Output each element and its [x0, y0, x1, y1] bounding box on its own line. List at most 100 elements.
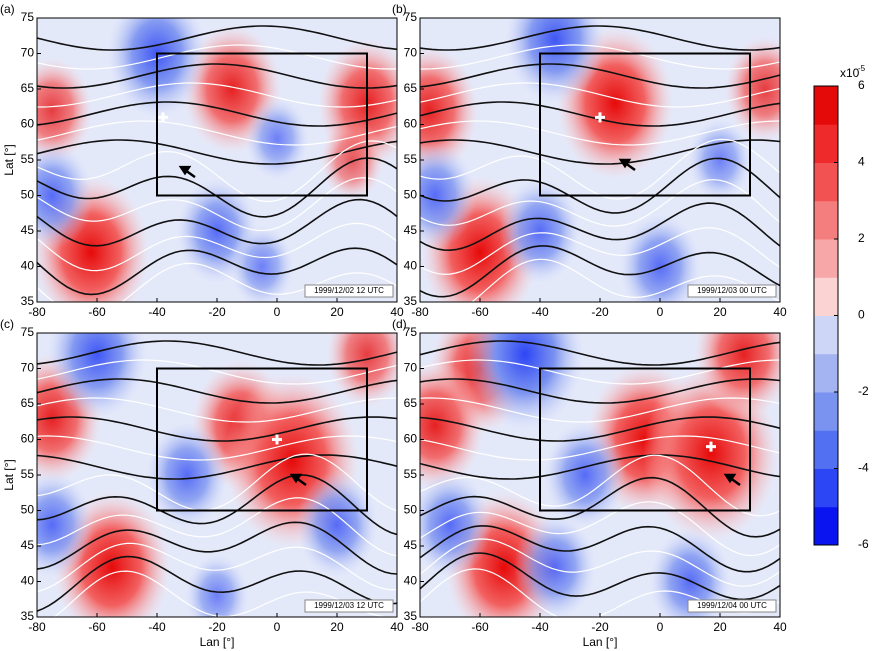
x-tick-label: 20 — [330, 305, 344, 319]
anomaly — [146, 421, 228, 529]
y-tick-label: 65 — [21, 396, 35, 410]
map-panel — [37, 333, 397, 617]
x-tick-label: 40 — [390, 620, 404, 634]
anomaly — [37, 142, 93, 249]
y-tick-label: 35 — [21, 609, 35, 623]
contour-black — [37, 474, 397, 536]
panel-label: (c) — [0, 317, 14, 331]
contour-white — [420, 454, 780, 517]
contour-black — [37, 416, 397, 442]
colorbar-band — [814, 162, 838, 202]
y-tick-label: 45 — [404, 223, 418, 237]
contour-black — [420, 202, 780, 252]
y-tick-label: 50 — [21, 188, 35, 202]
y-tick-label: 45 — [404, 538, 418, 552]
x-tick-label: -40 — [148, 305, 166, 319]
contour-white — [37, 140, 397, 202]
y-tick-label: 60 — [404, 117, 418, 131]
colorbar-tick-label: 6 — [858, 78, 865, 92]
contour-black — [420, 416, 780, 442]
y-tick-label: 40 — [21, 259, 35, 273]
time-box — [304, 599, 394, 613]
x-tick-label: -20 — [591, 305, 609, 319]
x-tick-label: -40 — [531, 305, 549, 319]
colorbar-tick-label: -6 — [858, 537, 869, 551]
y-tick-label: 35 — [404, 609, 418, 623]
cyclone-marker — [706, 441, 716, 452]
y-tick-label: 70 — [21, 46, 35, 60]
colorbar-tick-label: -2 — [858, 384, 869, 398]
contour-black — [420, 454, 780, 480]
x-tick-label: -80 — [411, 305, 429, 319]
contour-white — [420, 44, 780, 70]
x-tick-label: 0 — [274, 620, 281, 634]
x-tick-label: 20 — [713, 305, 727, 319]
x-tick-label: 0 — [657, 620, 664, 634]
arrow — [618, 158, 636, 172]
y-tick-label: 40 — [404, 259, 418, 273]
contour-black — [420, 245, 780, 298]
contour-black — [37, 25, 397, 51]
x-tick-label: -60 — [471, 305, 489, 319]
x-tick-label: 40 — [390, 305, 404, 319]
contour-black — [420, 63, 780, 89]
y-tick-label: 60 — [21, 432, 35, 446]
contour-white — [470, 258, 780, 302]
y-tick-label: 50 — [404, 503, 418, 517]
time-box — [687, 284, 777, 298]
colorbar-band — [814, 315, 838, 355]
anomaly — [466, 333, 584, 431]
colorbar-band — [814, 430, 838, 469]
colorbar-band — [814, 124, 838, 163]
region-box — [539, 367, 751, 512]
x-tick-label: -40 — [148, 620, 166, 634]
contour-black — [37, 139, 397, 165]
y-tick-label: 50 — [404, 188, 418, 202]
anomaly — [245, 97, 309, 181]
region-box — [156, 52, 368, 197]
colorbar-tick-label: 0 — [858, 308, 865, 322]
x-tick-label: -80 — [28, 305, 46, 319]
y-tick-label: 75 — [404, 10, 418, 24]
contour-black — [420, 139, 780, 165]
colorbar-band — [814, 468, 838, 508]
contour-white — [37, 262, 397, 302]
anomaly — [649, 528, 731, 617]
arrow — [178, 165, 196, 179]
colorbar-band — [814, 239, 838, 278]
contour-black — [37, 340, 397, 366]
y-tick-label: 50 — [21, 503, 35, 517]
x-tick-label: 40 — [773, 620, 787, 634]
y-tick-label: 55 — [404, 152, 418, 166]
contour-white — [420, 82, 780, 108]
map-panel — [420, 18, 780, 302]
colorbar-multiplier: x10 — [840, 66, 860, 80]
contour-black — [420, 378, 780, 404]
contour-black — [420, 552, 780, 601]
panel-label: (b) — [392, 2, 407, 16]
colorbar-tick-label: 2 — [858, 231, 865, 245]
contour-white — [420, 179, 780, 227]
x-tick-label: 40 — [773, 305, 787, 319]
contour-black — [37, 63, 397, 89]
x-tick-label: 20 — [330, 620, 344, 634]
y-tick-label: 70 — [404, 46, 418, 60]
contour-black — [37, 378, 397, 404]
anomaly — [326, 333, 397, 408]
colorbar-band — [814, 277, 838, 316]
contour-white — [420, 397, 780, 423]
contour-white — [37, 435, 397, 461]
contour-white — [37, 359, 397, 385]
contour-white — [420, 538, 780, 587]
contour-black — [420, 157, 780, 214]
y-tick-label: 60 — [404, 432, 418, 446]
x-tick-label: 0 — [274, 305, 281, 319]
y-tick-label: 70 — [21, 361, 35, 375]
contour-white — [37, 177, 397, 232]
y-tick-label: 75 — [404, 325, 418, 339]
y-tick-label: 55 — [404, 467, 418, 481]
contour-black — [37, 101, 397, 127]
y-tick-label: 35 — [21, 294, 35, 308]
x-tick-label: -60 — [88, 620, 106, 634]
